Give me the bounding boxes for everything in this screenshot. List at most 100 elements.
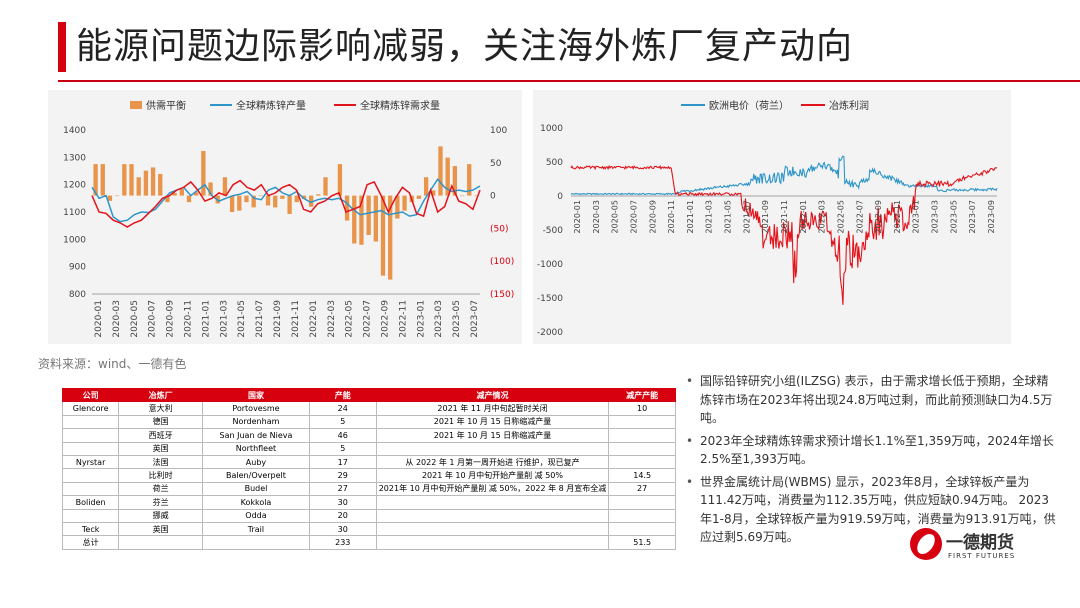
y-left-tick: 900: [69, 263, 86, 273]
y-left-tick: 1200: [63, 181, 86, 191]
x-tick: 2021-11: [291, 300, 301, 338]
bar-balance: [229, 195, 235, 212]
bar-balance: [359, 195, 364, 245]
table-cell: 意大利: [118, 401, 204, 416]
x-tick: 2023-01: [912, 200, 921, 233]
bar-balance: [172, 192, 177, 196]
x-tick: 2020-01: [573, 200, 582, 233]
line-demand: [91, 179, 481, 228]
line-smelting-profit: [570, 164, 998, 305]
table-cell: [375, 441, 610, 456]
table-cell: 2021 年 10 月中旬开始产量削 减 50%: [375, 468, 610, 483]
table-cell: [202, 535, 310, 550]
chart-power-profit: 欧洲电价（荷兰） 冶炼利润 1000 500 0 -500 -1000 -1500 -2000 2…: [537, 99, 998, 338]
table-row: Boliden 芬兰 Kokkola 30: [61, 495, 676, 510]
table-cell: 2021 年 10 月 15 日称缩减产量: [375, 414, 610, 430]
x-tick: 2023-01: [416, 300, 426, 338]
note-item: 2023年全球精炼锌需求预计增长1.1%至1,359万吨，2024年增长2.5%…: [686, 432, 1058, 469]
table-cell: 27: [608, 481, 676, 497]
bar-balance: [366, 195, 371, 235]
table-cell: 5: [308, 414, 377, 430]
bar-balance: [308, 195, 314, 207]
x-tick: 2022-07: [363, 300, 373, 338]
x-tick: 2021-09: [761, 200, 770, 233]
bar-balance: [258, 195, 264, 197]
logo: 一德期货 FIRST FUTURES: [910, 528, 1060, 568]
x-tick: 2023-05: [452, 300, 462, 338]
table-cell: 德国: [118, 414, 204, 430]
y-tick: -500: [543, 226, 564, 236]
x-tick: 2020-03: [112, 300, 122, 338]
y-tick: -2000: [537, 328, 563, 338]
x-tick: 2022-03: [327, 300, 337, 338]
x-tick: 2021-11: [780, 200, 789, 233]
table-row: 荷兰 Budel 27 2021年 10 月中旬开始产量削 减 50%，2022 年 …: [61, 481, 676, 497]
table-cell: 30: [308, 521, 377, 537]
table-cell: [608, 508, 676, 523]
bar-balance: [388, 195, 393, 280]
bar-balance: [337, 164, 343, 196]
table-cell: [608, 454, 676, 470]
y-right-tick: (100): [490, 257, 514, 267]
table-cell: [375, 521, 610, 537]
table-cell: 2021 年 11 月中旬起暂时关闭: [375, 401, 610, 416]
bar-balance: [150, 167, 156, 196]
table-cell: 27: [308, 481, 377, 497]
x-tick: 2021-01: [201, 300, 211, 338]
table-cell: 产能: [308, 387, 377, 403]
x-tick: 2022-05: [345, 300, 355, 338]
legend-production: 全球精炼锌产量: [236, 99, 306, 112]
bar-balance: [179, 189, 184, 196]
table-cell: [61, 508, 120, 523]
table-cell: 51.5: [608, 535, 676, 550]
bar-balance: [143, 170, 149, 196]
x-tick: 2022-01: [309, 300, 319, 338]
note-item: 国际铅锌研究小组(ILZSG) 表示，由于需求增长低于预期，全球精炼锌市场在20…: [686, 372, 1058, 428]
table-cell: 从 2022 年 1 月第一周开始进 行维护，现已复产: [375, 454, 610, 470]
bar-balance: [452, 166, 458, 196]
table-cell: [608, 428, 676, 443]
table-cell: Portovesme: [202, 401, 310, 416]
x-tick: 2020-05: [130, 300, 140, 338]
table-cell: 国家: [202, 387, 310, 403]
x-tick: 2020-09: [166, 300, 176, 338]
table-cell: 17: [308, 454, 377, 470]
x-tick: 2021-05: [237, 300, 247, 338]
table-row: 德国 Nordenham 5 2021 年 10 月 15 日称缩减产量: [61, 414, 676, 430]
legend-balance: 供需平衡: [146, 99, 186, 112]
bar-balance: [201, 150, 206, 196]
notes-list: 国际铅锌研究小组(ILZSG) 表示，由于需求增长低于预期，全球精炼锌市场在20…: [686, 372, 1058, 551]
note-item: 世界金属统计局(WBMS) 显示，2023年8月，全球锌板产量为111.42万吨…: [686, 473, 1058, 547]
x-tick: 2022-01: [799, 200, 808, 233]
table-cell: San Juan de Nieva: [202, 428, 310, 443]
table-cell: 比利时: [118, 468, 204, 483]
y-left-tick: 1400: [63, 126, 86, 136]
table-cell: 荷兰: [118, 481, 204, 497]
table-cell: [61, 428, 120, 443]
bar-balance: [438, 146, 443, 196]
bar-balance: [222, 177, 228, 196]
chart-zinc-balance: 供需平衡 全球精炼锌产量 全球精炼锌需求量800900100011001200130…: [63, 99, 514, 338]
x-tick: 2020-07: [148, 300, 158, 338]
bar-balance: [323, 177, 328, 196]
table-row: Glencore 意大利 Portovesme 24 2021 年 11 月中旬起暂时关…: [61, 401, 676, 416]
x-tick: 2023-07: [968, 200, 977, 233]
table-row: 挪威 Odda 20: [61, 508, 676, 523]
table-cell: [608, 414, 676, 430]
table-row: 比利时 Balen/Overpelt 29 2021 年 10 月中旬开始产量削 减 …: [61, 468, 676, 483]
legend-price: 欧洲电价（荷兰）: [709, 99, 789, 112]
table-cell: 公司: [61, 387, 120, 403]
page-title: 能源问题边际影响减弱，关注海外炼厂复产动向: [76, 26, 854, 67]
bar-balance: [380, 195, 386, 276]
table-cell: [61, 441, 120, 456]
table-cell: Northfleet: [202, 441, 310, 456]
table-header-row: 公司 冶炼厂 国家 产能 减产情况 减产产能: [61, 387, 676, 403]
x-tick: 2022-11: [893, 200, 902, 233]
table-cell: 西班牙: [118, 428, 204, 443]
table-cell: Balen/Overpelt: [202, 468, 310, 483]
table-cell: Boliden: [61, 495, 120, 510]
x-tick: 2022-09: [874, 200, 883, 233]
bar-balance: [244, 195, 249, 203]
bar-balance: [273, 195, 278, 208]
bar-balance: [287, 195, 292, 214]
